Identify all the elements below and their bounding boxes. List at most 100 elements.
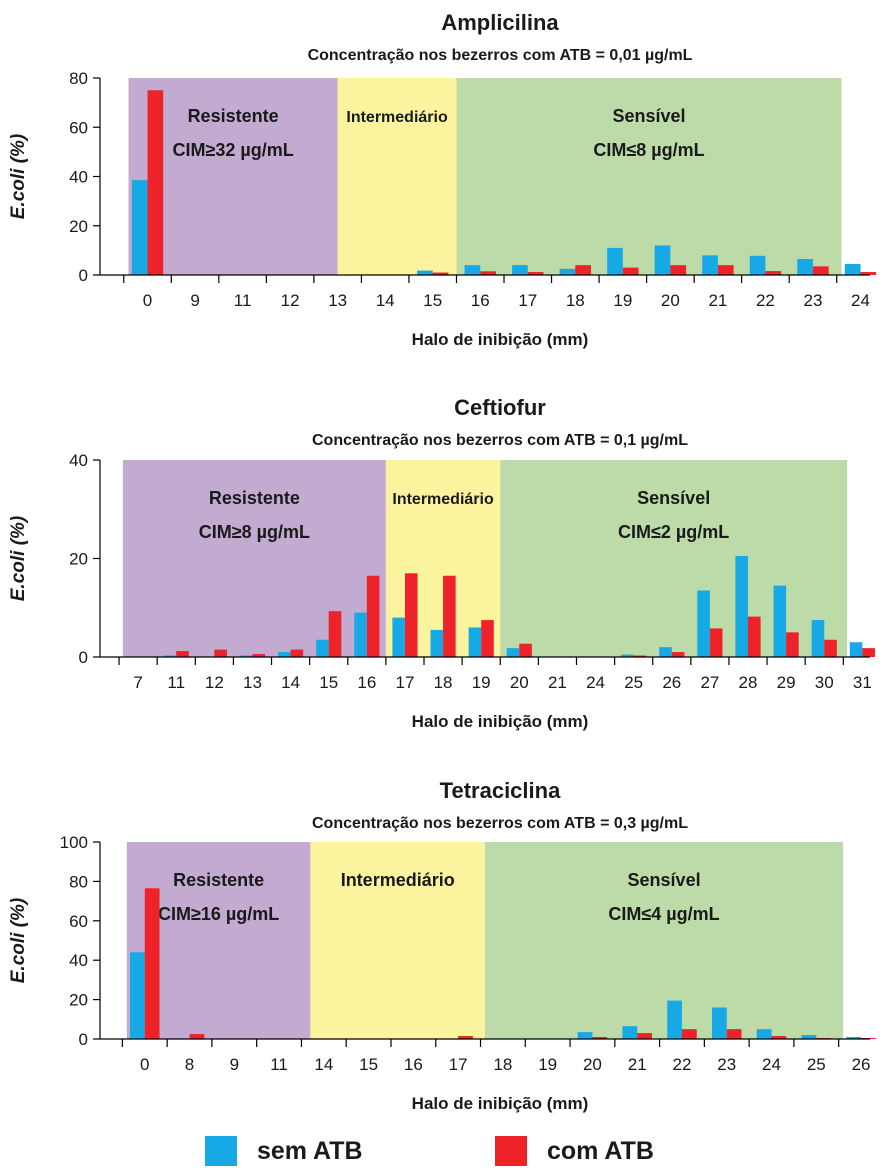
chart-panel-2: Ceftiofur Concentração nos bezerros com A… xyxy=(8,395,875,731)
chart-1-ytick-label-60: 60 xyxy=(69,118,88,137)
chart-1-bar-com-atb-17 xyxy=(527,272,544,275)
chart-1-zone-label-intermediario: Intermediário xyxy=(346,109,448,126)
chart-3-xtick-label-11: 11 xyxy=(270,1055,288,1074)
chart-3-xtick-label-22: 22 xyxy=(673,1055,692,1074)
chart-1-zone-intermediario xyxy=(337,78,457,275)
chart-1-xtick-label-24: 24 xyxy=(851,291,870,310)
chart-1-zone-cim-resistente: CIM≥32 µg/mL xyxy=(172,140,293,160)
chart-2-bar-sem-atb-30 xyxy=(811,620,825,657)
chart-3-zone-intermediario xyxy=(310,842,485,1039)
chart-2-bar-sem-atb-25 xyxy=(621,654,634,657)
chart-1-title: Amplicilina xyxy=(441,10,559,35)
chart-3-bar-sem-atb-25 xyxy=(801,1035,817,1039)
chart-3-bar-com-atb-24 xyxy=(771,1036,787,1039)
chart-2-xtick-label-14: 14 xyxy=(281,673,300,692)
chart-2-xtick-label-28: 28 xyxy=(739,673,758,692)
chart-2-bar-sem-atb-31 xyxy=(849,642,863,657)
chart-2-bar-sem-atb-29 xyxy=(773,585,787,657)
chart-2-bar-com-atb-20 xyxy=(519,643,532,657)
chart-2-xtick-label-17: 17 xyxy=(395,673,414,692)
chart-2-bar-com-atb-31 xyxy=(862,648,875,657)
chart-3-ytick-label-60: 60 xyxy=(69,912,88,931)
chart-1-xtick-label-17: 17 xyxy=(518,291,537,310)
chart-1-xtick-label-20: 20 xyxy=(661,291,680,310)
chart-3-bar-sem-atb-22 xyxy=(667,1000,682,1039)
chart-3-xtick-label-20: 20 xyxy=(583,1055,602,1074)
chart-2-bar-com-atb-13 xyxy=(252,654,266,657)
chart-2-xtick-label-19: 19 xyxy=(472,673,491,692)
chart-1-bar-com-atb-15 xyxy=(432,272,449,275)
chart-2-bar-com-atb-28 xyxy=(748,616,761,657)
chart-1-xtick-label-18: 18 xyxy=(566,291,585,310)
chart-3-xtick-label-21: 21 xyxy=(628,1055,647,1074)
chart-3-zone-label-sensivel: Sensível xyxy=(628,870,701,890)
chart-2-zone-label-sensivel: Sensível xyxy=(637,488,710,508)
chart-2-xtick-label-20: 20 xyxy=(510,673,529,692)
chart-2-bar-com-atb-17 xyxy=(404,573,418,657)
chart-1-bar-sem-atb-22 xyxy=(749,255,766,275)
chart-2-bar-sem-atb-16 xyxy=(354,612,367,657)
chart-1-bar-sem-atb-17 xyxy=(512,265,528,275)
chart-2-bar-sem-atb-18 xyxy=(430,629,444,657)
chart-2-xtick-label-31: 31 xyxy=(853,673,872,692)
chart-3-bar-com-atb-0 xyxy=(144,888,160,1039)
chart-3-bar-sem-atb-21 xyxy=(622,1026,638,1039)
chart-1-bar-com-atb-16 xyxy=(480,271,496,275)
chart-2-bar-sem-atb-15 xyxy=(316,639,329,657)
chart-1-xtick-label-16: 16 xyxy=(471,291,490,310)
charts-svg: Amplicilina Concentração nos bezerros com… xyxy=(8,10,877,1113)
chart-2-y-axis-label: E.coli (%) xyxy=(8,516,29,602)
chart-3-xtick-label-9: 9 xyxy=(230,1055,239,1074)
chart-2-zone-cim-resistente: CIM≥8 µg/mL xyxy=(199,522,310,542)
chart-1-bar-sem-atb-23 xyxy=(797,258,813,275)
chart-2-xtick-label-24: 24 xyxy=(586,673,605,692)
chart-2-xtick-label-29: 29 xyxy=(777,673,796,692)
chart-1-xtick-label-14: 14 xyxy=(376,291,395,310)
legend-item-sem-atb: sem ATB xyxy=(205,1128,363,1174)
chart-2-bar-sem-atb-26 xyxy=(659,647,672,657)
chart-1-xtick-label-22: 22 xyxy=(756,291,775,310)
chart-2-zone-resistente xyxy=(122,460,386,657)
chart-2-xtick-label-21: 21 xyxy=(548,673,567,692)
chart-2-bar-com-atb-18 xyxy=(443,575,456,657)
chart-1-bar-sem-atb-15 xyxy=(417,270,433,275)
chart-3-xtick-label-26: 26 xyxy=(852,1055,871,1074)
chart-3-xtick-label-18: 18 xyxy=(493,1055,512,1074)
chart-2-bar-com-atb-15 xyxy=(328,611,342,657)
chart-1-zone-resistente xyxy=(128,78,338,275)
chart-1-bar-sem-atb-18 xyxy=(559,268,576,275)
chart-2-bar-sem-atb-14 xyxy=(278,652,291,657)
chart-1-bar-sem-atb-24 xyxy=(844,263,861,275)
chart-1-bar-com-atb-19 xyxy=(622,267,639,275)
chart-2-ytick-label-40: 40 xyxy=(69,451,88,470)
chart-3-xtick-label-15: 15 xyxy=(359,1055,378,1074)
chart-1-bar-sem-atb-0 xyxy=(131,180,148,275)
legend-swatch-com-atb xyxy=(495,1136,527,1166)
chart-1-bar-sem-atb-16 xyxy=(464,265,481,275)
chart-2-bar-com-atb-30 xyxy=(824,639,837,657)
chart-2-subtitle: Concentração nos bezerros com ATB = 0,1 … xyxy=(312,432,688,449)
chart-1-zone-label-resistente: Resistente xyxy=(188,106,279,126)
chart-1-bar-sem-atb-21 xyxy=(702,255,718,275)
chart-1-xtick-label-11: 11 xyxy=(234,291,252,310)
chart-2-bar-sem-atb-13 xyxy=(239,655,253,657)
legend: sem ATB com ATB xyxy=(0,1128,886,1174)
chart-3-bar-com-atb-20 xyxy=(592,1037,608,1039)
chart-1-xtick-label-19: 19 xyxy=(613,291,632,310)
legend-swatch-sem-atb xyxy=(205,1136,237,1166)
chart-1-subtitle: Concentração nos bezerros com ATB = 0,01… xyxy=(308,47,693,64)
chart-1-bar-com-atb-22 xyxy=(765,271,782,275)
chart-panel-3: Tetraciclina Concentração nos bezerros co… xyxy=(8,778,876,1113)
chart-3-xtick-label-8: 8 xyxy=(185,1055,194,1074)
chart-1-xtick-label-0: 0 xyxy=(143,291,152,310)
chart-3-subtitle: Concentração nos bezerros com ATB = 0,3 … xyxy=(312,815,688,832)
chart-3-zone-sensivel xyxy=(485,842,844,1039)
chart-2-bar-sem-atb-11 xyxy=(163,655,177,657)
chart-2-bar-com-atb-16 xyxy=(366,575,380,657)
chart-3-bar-sem-atb-20 xyxy=(577,1032,593,1039)
chart-3-title: Tetraciclina xyxy=(440,778,561,803)
chart-1-bar-sem-atb-19 xyxy=(607,247,623,275)
chart-1-bar-com-atb-24 xyxy=(860,272,877,275)
chart-1-x-axis-label: Halo de inibição (mm) xyxy=(412,330,589,349)
chart-3-bar-sem-atb-0 xyxy=(129,952,145,1039)
